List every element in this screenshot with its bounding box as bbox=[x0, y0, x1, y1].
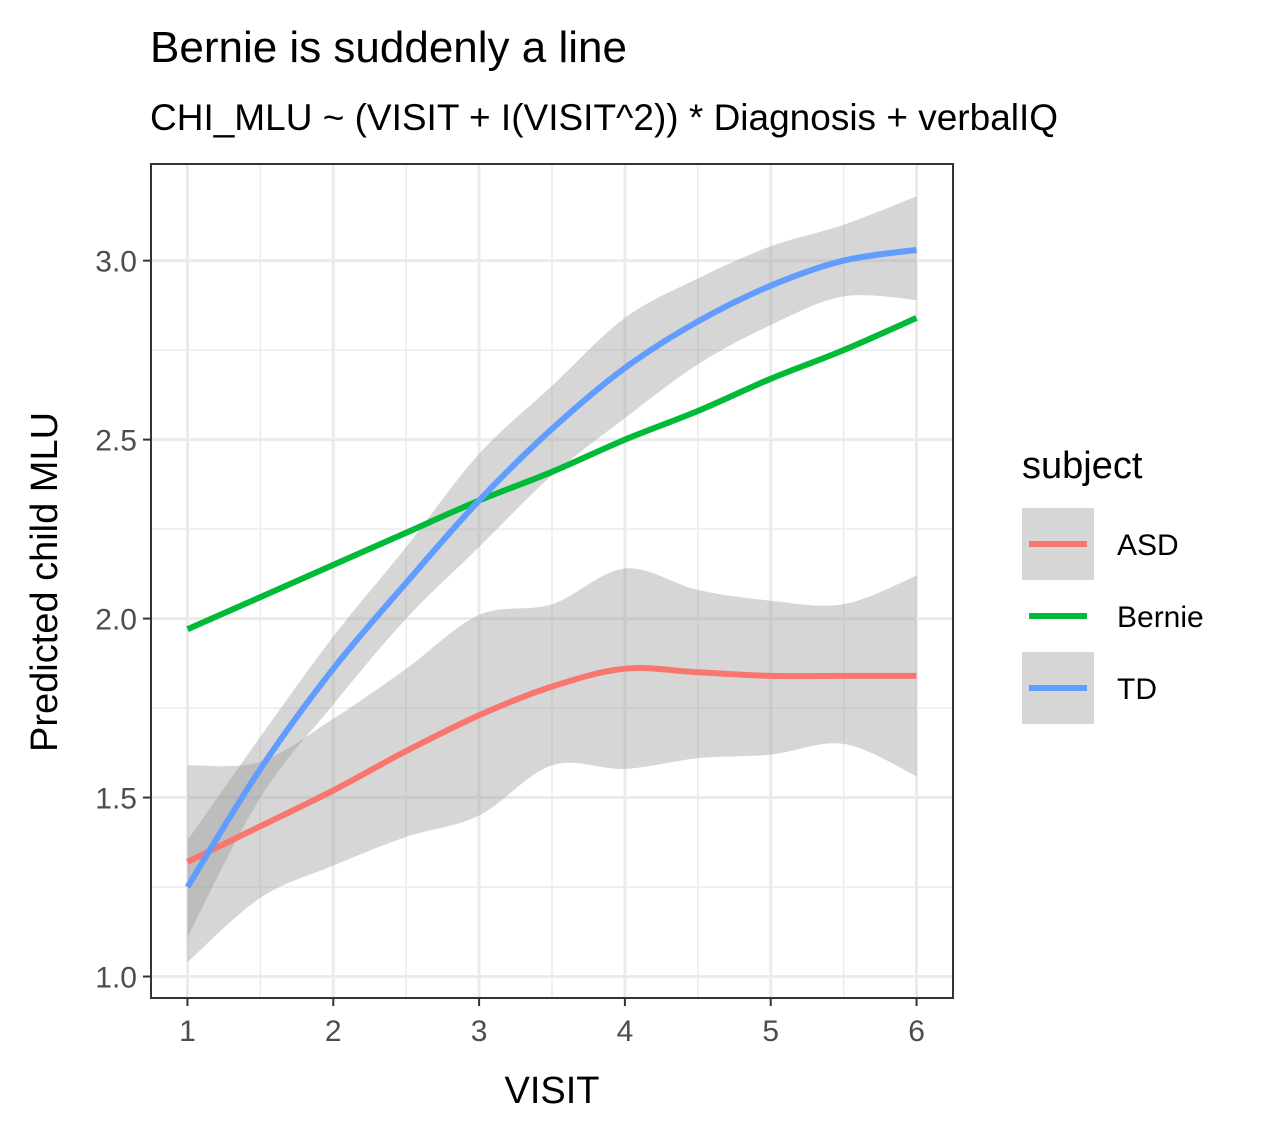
x-axis-title: VISIT bbox=[504, 1070, 599, 1112]
y-tick-label: 3.0 bbox=[95, 246, 137, 279]
legend: subject ASD Bernie TD bbox=[1022, 445, 1204, 724]
y-tick-label: 1.0 bbox=[95, 962, 137, 995]
x-tick-label: 2 bbox=[325, 1015, 342, 1048]
legend-item-bernie: Bernie bbox=[1029, 601, 1204, 634]
plot-panel-border bbox=[150, 163, 954, 999]
x-axis: 1 2 3 4 5 6 bbox=[179, 998, 925, 1048]
chart-subtitle: CHI_MLU ~ (VISIT + I(VISIT^2)) * Diagnos… bbox=[150, 97, 1058, 138]
legend-title: subject bbox=[1022, 445, 1143, 487]
confidence-ribbons bbox=[187, 196, 917, 963]
legend-item-td: TD bbox=[1022, 652, 1157, 724]
y-tick-label: 2.0 bbox=[95, 604, 137, 637]
x-tick-label: 1 bbox=[179, 1015, 196, 1048]
line-asd bbox=[186, 665, 917, 865]
y-tick-label: 2.5 bbox=[95, 425, 137, 458]
x-tick-label: 3 bbox=[471, 1015, 488, 1048]
y-tick-label: 1.5 bbox=[95, 783, 137, 816]
legend-item-asd: ASD bbox=[1022, 508, 1179, 580]
ribbon-asd bbox=[187, 568, 917, 963]
ribbon-td bbox=[187, 196, 917, 938]
line-bernie bbox=[186, 315, 918, 633]
legend-label-asd: ASD bbox=[1117, 529, 1179, 562]
legend-label-td: TD bbox=[1117, 673, 1157, 706]
series-lines bbox=[184, 246, 918, 889]
x-tick-label: 5 bbox=[762, 1015, 779, 1048]
chart-title: Bernie is suddenly a line bbox=[150, 23, 627, 72]
y-axis-title: Predicted child MLU bbox=[24, 412, 66, 752]
x-tick-label: 4 bbox=[617, 1015, 634, 1048]
y-axis: 1.0 1.5 2.0 2.5 3.0 bbox=[95, 246, 151, 995]
line-td bbox=[184, 246, 917, 889]
legend-label-bernie: Bernie bbox=[1117, 601, 1204, 634]
x-tick-label: 6 bbox=[908, 1015, 925, 1048]
